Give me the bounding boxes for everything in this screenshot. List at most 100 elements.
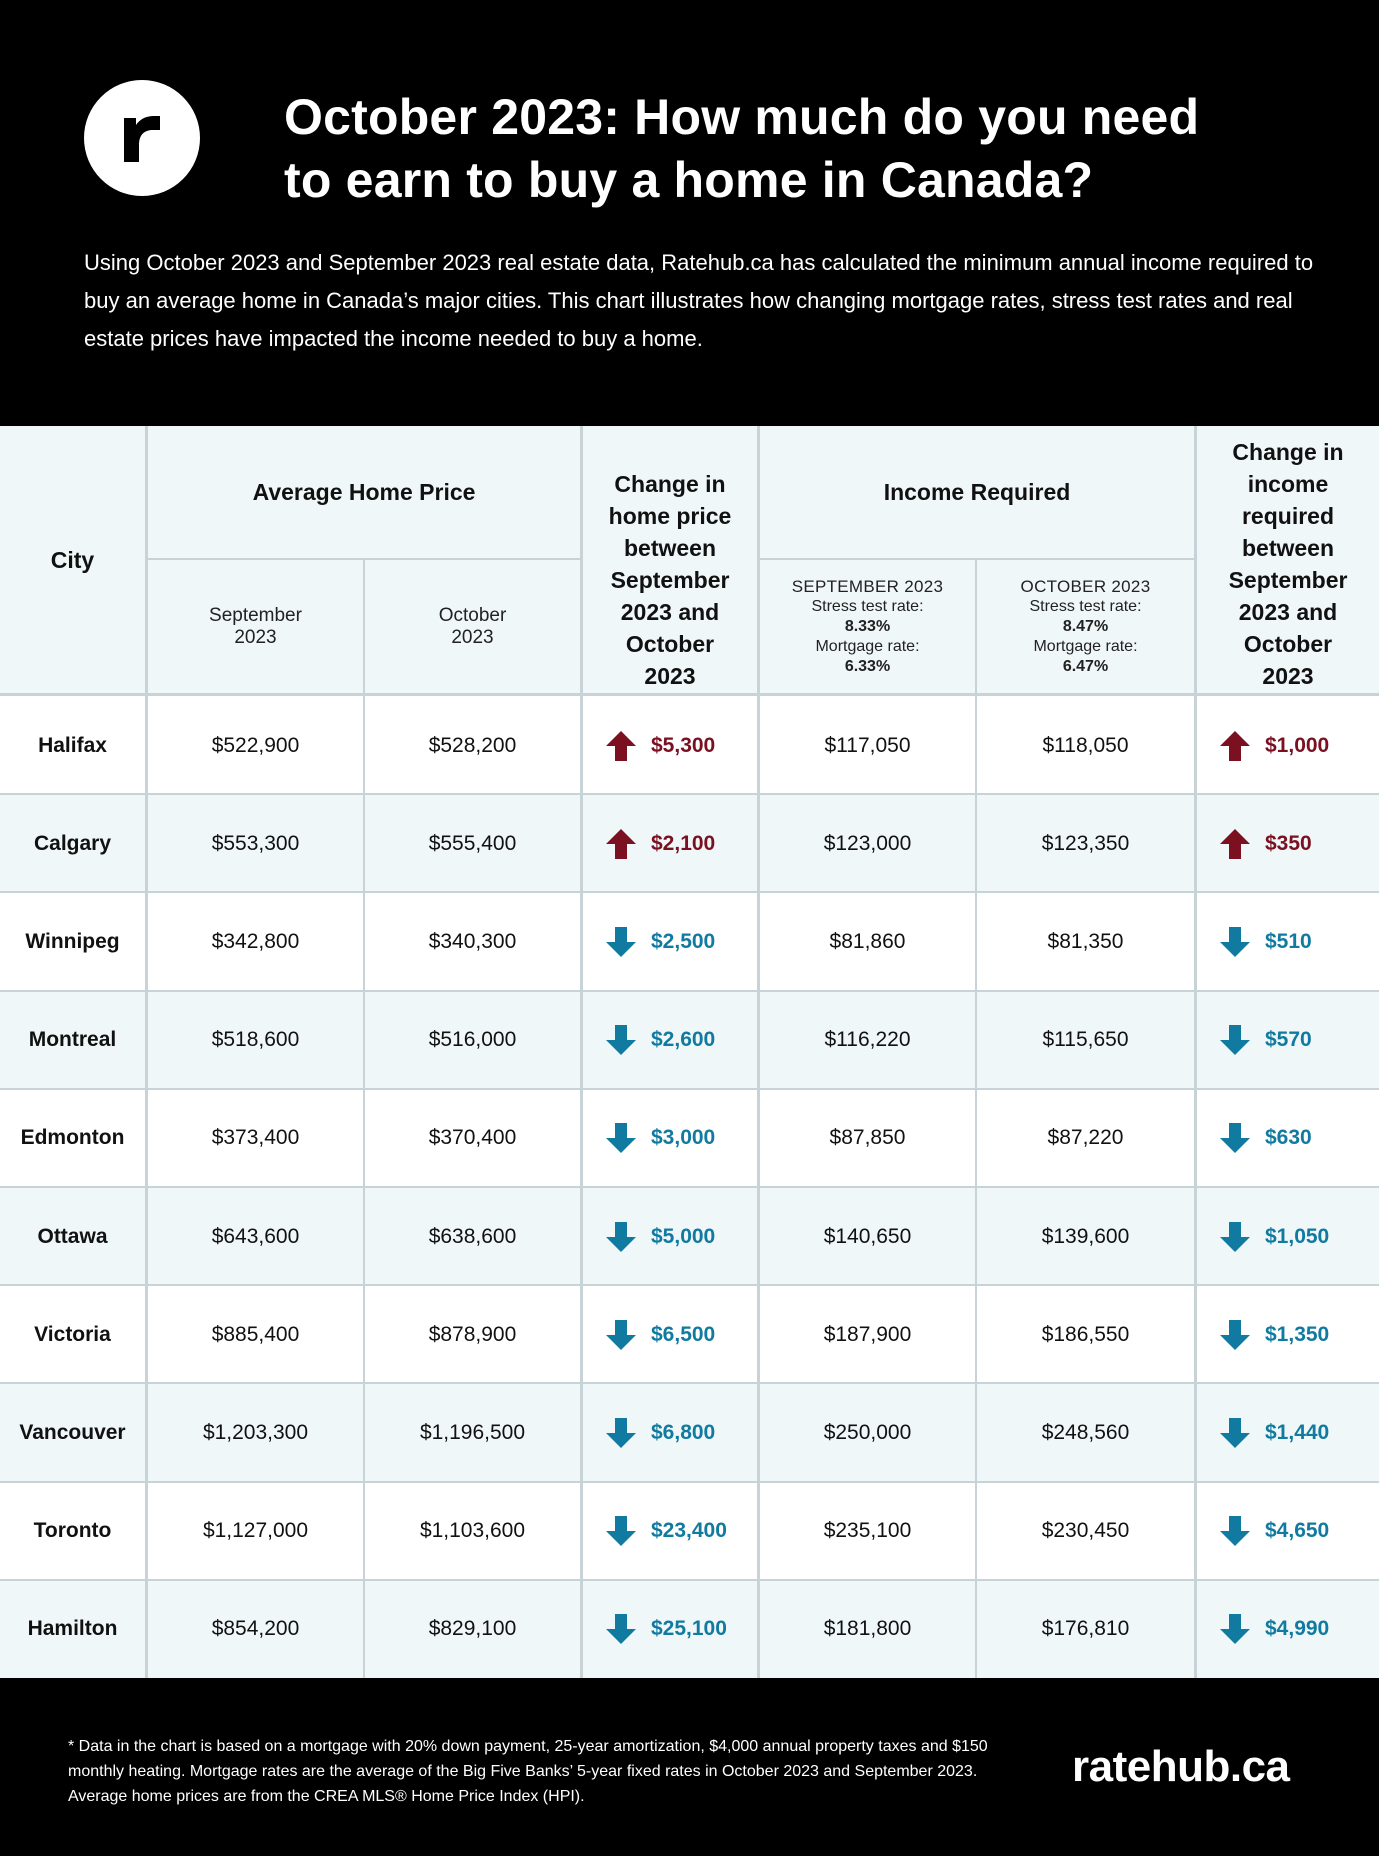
price-change-cell-value: $5,000 — [651, 1224, 716, 1248]
income-oct-header: OCTOBER 2023 Stress test rate: 8.47% Mor… — [977, 560, 1194, 694]
income-change-cell-value: $4,650 — [1265, 1519, 1330, 1543]
table-row: Winnipeg $342,800 $340,300 $2,500 $81,860 $81… — [0, 892, 1379, 991]
price-oct-cell: $638,600 — [428, 1224, 517, 1248]
price-change-line: home price — [608, 503, 732, 529]
city-cell: Ottawa — [37, 1224, 108, 1248]
income-change-line: required — [1241, 503, 1335, 529]
header: October 2023: How much do you need to ea… — [0, 0, 1379, 426]
page-title: October 2023: How much do you need to ea… — [284, 86, 1344, 212]
price-oct-cell: $370,400 — [428, 1126, 517, 1150]
price-sep-cell: $1,203,300 — [202, 1420, 309, 1444]
city-cell: Vancouver — [19, 1420, 126, 1444]
table-row: Hamilton $854,200 $829,100 $25,100 $181,800 $… — [0, 1579, 1379, 1679]
city-cell: Calgary — [33, 831, 112, 855]
income-oct-cell: $87,220 — [1047, 1126, 1124, 1150]
arrow-down-icon — [606, 926, 636, 957]
price-sep-cell: $643,600 — [211, 1224, 300, 1248]
price-oct-cell: $516,000 — [428, 1028, 517, 1052]
price-change-cell: $23,400 — [583, 1482, 757, 1581]
income-oct-cell: $230,450 — [1041, 1519, 1130, 1543]
footnote: * Data in the chart is based on a mortga… — [68, 1738, 988, 1805]
income-change-line: 2023 and — [1238, 599, 1338, 625]
intro-paragraph: Using October 2023 and September 2023 re… — [84, 250, 1314, 351]
price-change-cell: $2,100 — [583, 794, 757, 893]
table-row: Halifax $522,900 $528,200 $5,300 $117,050 $11… — [0, 696, 1379, 795]
oct-mortgage-label: Mortgage rate: — [1033, 638, 1138, 655]
income-change-cell: $1,440 — [1197, 1383, 1379, 1482]
income-change-cell-value: $1,000 — [1265, 733, 1330, 757]
price-oct-cell: $528,200 — [428, 733, 517, 757]
income-change-cell: $1,000 — [1197, 696, 1379, 795]
divider — [0, 693, 1379, 696]
price-change-line: 2023 and — [620, 599, 720, 625]
price-change-cell-value: $23,400 — [651, 1519, 727, 1543]
city-cell: Toronto — [33, 1519, 112, 1543]
income-oct-label: OCTOBER 2023 — [1020, 577, 1151, 596]
ratehub-logo — [84, 80, 200, 196]
income-sep-cell: $235,100 — [823, 1519, 912, 1543]
avg-price-header: Average Home Price — [252, 479, 476, 505]
price-oct-cell: $1,103,600 — [419, 1519, 526, 1543]
table-row: Vancouver $1,203,300 $1,196,500 $6,800 $250,… — [0, 1383, 1379, 1483]
arrow-down-icon — [1220, 926, 1250, 957]
arrow-up-icon — [606, 828, 636, 859]
price-change-cell-value: $25,100 — [651, 1617, 727, 1641]
arrow-down-icon — [1220, 1319, 1250, 1350]
price-change-cell: $5,300 — [583, 696, 757, 795]
income-change-cell: $510 — [1197, 892, 1379, 991]
price-sep-cell: $342,800 — [211, 929, 300, 953]
income-change-header: Change in income required between September 2… — [1197, 434, 1379, 694]
income-oct-cell: $123,350 — [1041, 831, 1130, 855]
income-sep-header: SEPTEMBER 2023 Stress test rate: 8.33% M… — [760, 560, 975, 694]
divider — [580, 426, 583, 1678]
logo-r-icon — [124, 116, 160, 162]
income-change-cell: $570 — [1197, 991, 1379, 1090]
arrow-down-icon — [1220, 1516, 1250, 1547]
sep-mortgage-label: Mortgage rate: — [815, 638, 920, 655]
income-change-cell-value: $510 — [1265, 929, 1312, 953]
divider — [1194, 426, 1197, 1678]
income-oct-cell: $139,600 — [1041, 1224, 1130, 1248]
income-sep-cell: $116,220 — [824, 1028, 911, 1052]
income-sep-cell: $187,900 — [823, 1322, 912, 1346]
price-change-cell: $6,500 — [583, 1285, 757, 1384]
city-cell: Winnipeg — [25, 929, 120, 953]
price-sep-cell: $373,400 — [211, 1126, 300, 1150]
arrow-down-icon — [1220, 1025, 1250, 1056]
arrow-down-icon — [1220, 1614, 1250, 1645]
arrow-down-icon — [1220, 1221, 1250, 1252]
divider — [145, 426, 148, 1678]
income-table: Halifax $522,900 $528,200 $5,300 $117,050 $11… — [0, 426, 1379, 1679]
income-sep-cell: $117,050 — [824, 733, 911, 757]
income-sep-cell: $123,000 — [823, 831, 912, 855]
divider — [759, 558, 1194, 560]
income-sep-cell: $81,860 — [829, 929, 906, 953]
price-sep-cell: $522,900 — [211, 733, 300, 757]
income-change-cell-value: $4,990 — [1265, 1617, 1330, 1641]
arrow-down-icon — [606, 1025, 636, 1056]
income-change-line: September — [1228, 567, 1348, 593]
footer: * Data in the chart is based on a mortga… — [0, 1678, 1379, 1856]
arrow-up-icon — [1220, 828, 1250, 859]
price-sep-cell: $518,600 — [211, 1028, 300, 1052]
city-cell: Victoria — [34, 1322, 111, 1346]
price-sep-cell: $854,200 — [211, 1617, 300, 1641]
price-oct-cell: $340,300 — [428, 929, 517, 953]
city-cell: Halifax — [38, 733, 107, 757]
income-sep-cell: $140,650 — [823, 1224, 912, 1248]
income-change-cell-value: $1,350 — [1265, 1322, 1330, 1346]
arrow-down-icon — [1220, 1417, 1250, 1448]
oct-stress-label: Stress test rate: — [1029, 598, 1142, 615]
income-change-cell-value: $570 — [1265, 1028, 1312, 1052]
table-row: Edmonton $373,400 $370,400 $3,000 $87,850 $87… — [0, 1089, 1379, 1188]
arrow-down-icon — [606, 1516, 636, 1547]
arrow-up-icon — [1220, 730, 1250, 761]
price-change-cell-value: $3,000 — [651, 1126, 716, 1150]
oct-stress-rate: 8.47% — [1062, 618, 1109, 635]
price-change-cell-value: $5,300 — [651, 733, 716, 757]
price-change-cell-value: $2,600 — [651, 1028, 716, 1052]
income-change-line: Change in — [1232, 439, 1344, 465]
income-change-cell-value: $350 — [1265, 831, 1312, 855]
income-change-cell-value: $1,050 — [1265, 1224, 1330, 1248]
price-sep-cell: $1,127,000 — [202, 1519, 309, 1543]
